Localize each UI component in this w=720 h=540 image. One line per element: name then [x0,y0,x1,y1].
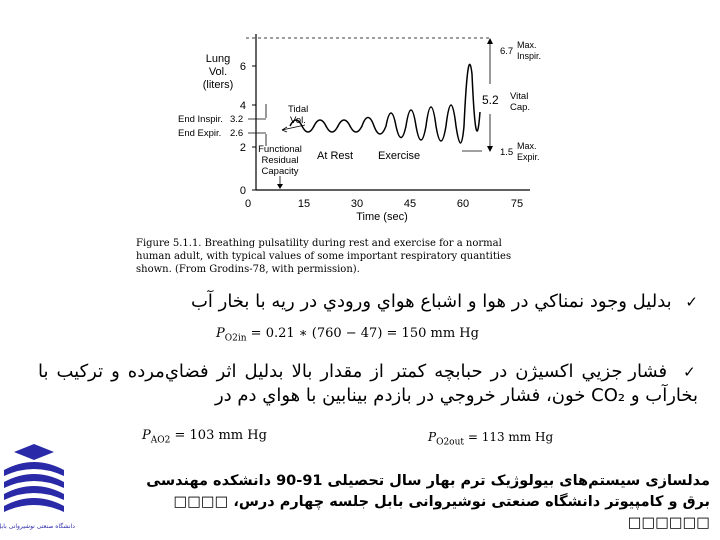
frc-label-line3: Capacity [262,166,299,177]
footer-text: مدلسازی سیستم‌های بیولوژیک ترم بهار سال … [90,471,710,534]
bullet-text-1: بدليل وجود نمناكي در هوا و اشباع هواي ور… [190,291,672,312]
at-rest-label: At Rest [317,150,353,162]
max-expir-label-line1: Max. [517,141,537,151]
eq2-symbol: P [428,430,437,444]
end-expir-value: 2.6 [230,128,243,139]
frc-label-line2: Residual [262,155,299,166]
eq2-body: = 113 mm Hg [467,430,554,444]
y-axis-title-line2: Vol. [209,66,227,78]
bullet-item-2: ✓ فشار جزيي اكسيژن در حبابچه كمتر از مقد… [38,360,698,408]
volume-trace [289,63,481,144]
frc-label-line1: Functional [258,144,302,155]
x-tick-30: 30 [351,198,363,210]
max-inspir-value: 6.7 [500,46,513,57]
y-tick-6: 6 [240,61,246,73]
caption-line2: human adult, with typical values of some… [136,251,511,262]
x-tick-60: 60 [457,198,469,210]
equation-po2out: PO2out = 113 mm Hg [428,430,554,448]
y-axis-title-line1: Lung [206,53,230,65]
tidal-label-line1: Tidal [288,104,308,115]
vital-label-line2: Cap. [510,102,530,113]
max-expir-value: 1.5 [500,147,513,158]
university-logo: دانشگاه صنعتی نوشیروانی بابل [0,444,75,530]
eq1-subscript: O2in [224,333,247,344]
footer-line-2: برق و کامپیوتر دانشگاه صنعتی نوشیروانی ب… [173,494,711,531]
bullet-text-2: فشار جزيي اكسيژن در حبابچه كمتر از مقدار… [38,361,698,406]
eq3-subscript: AO2 [150,435,171,446]
x-tick-45: 45 [404,198,416,210]
x-tick-75: 75 [511,198,523,210]
logo-text: دانشگاه صنعتی نوشیروانی بابل [0,522,75,530]
end-inspir-label: End Inspir. [178,114,223,125]
vital-value: 5.2 [482,93,499,107]
eq1-body: = 0.21 ∗ (760 − 47) = 150 mm Hg [250,326,479,341]
eq1-symbol: P [216,326,225,341]
checkmark-icon: ✓ [685,293,698,311]
x-tick-15: 15 [298,198,310,210]
eq3-body: = 103 mm Hg [174,428,267,443]
caption-line1: Figure 5.1.1. Breathing pulsatility duri… [136,238,502,249]
breathing-figure: Lung Vol. (liters) 0 2 4 6 End Inspir. 3… [136,34,541,275]
y-axis-title-line3: (liters) [203,79,234,91]
equation-pao2: PAO2 = 103 mm Hg [142,428,267,446]
x-axis-label: Time (sec) [356,211,408,223]
vital-label-line1: Vital [510,91,528,102]
end-inspir-value: 3.2 [230,114,243,125]
y-tick-4: 4 [240,100,246,112]
y-tick-2: 2 [240,142,246,154]
checkmark-icon: ✓ [683,363,698,381]
max-inspir-label-line1: Max. [517,40,537,50]
max-expir-label-line2: Expir. [517,152,540,162]
eq2-subscript: O2out [436,437,465,448]
equation-po2in: PO2in = 0.21 ∗ (760 − 47) = 150 mm Hg [216,326,479,344]
caption-line3: shown. (From Grodins-78, with permission… [136,264,360,275]
end-expir-label: End Expir. [178,128,221,139]
y-tick-0: 0 [240,185,246,197]
footer-line-1: مدلسازی سیستم‌های بیولوژیک ترم بهار سال … [146,473,710,489]
bullet-item-1: ✓ بدليل وجود نمناكي در هوا و اشباع هواي … [18,290,698,314]
max-inspir-label-line2: Inspir. [517,51,541,61]
eq3-symbol: P [142,428,151,443]
x-tick-0: 0 [245,198,251,210]
exercise-label: Exercise [378,150,420,162]
